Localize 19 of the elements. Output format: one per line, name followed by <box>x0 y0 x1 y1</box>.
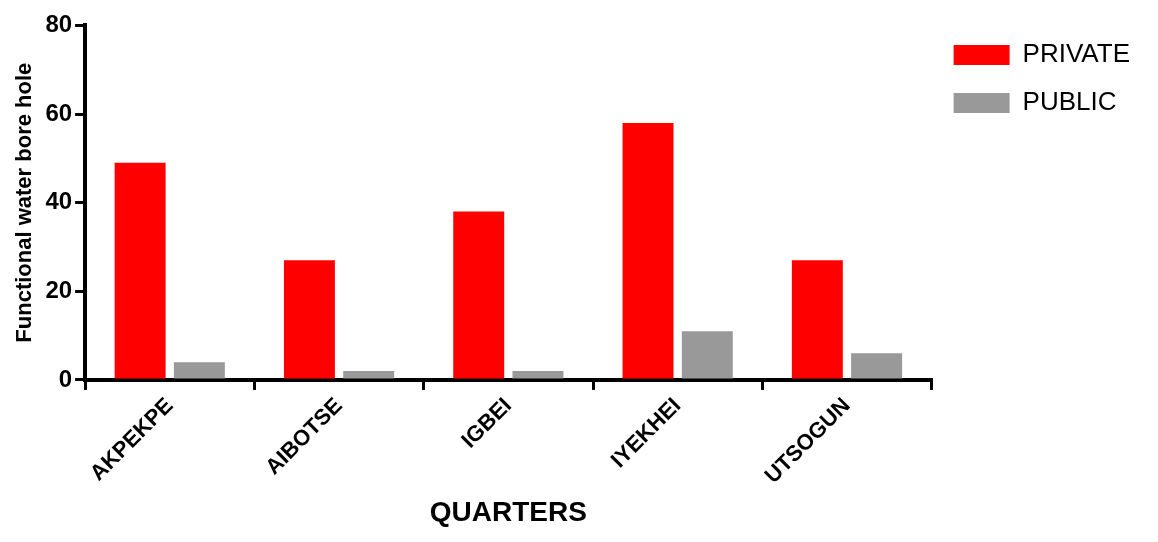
bar <box>453 211 505 379</box>
bar <box>512 371 564 379</box>
bar <box>681 331 733 379</box>
y-tick-label: 60 <box>45 98 73 126</box>
y-axis-title: Functional water bore hole <box>11 62 37 343</box>
bar <box>173 362 225 379</box>
x-axis-title: QUARTERS <box>429 495 587 527</box>
legend-label: PRIVATE <box>1022 38 1130 69</box>
legend-label: PUBLIC <box>1022 86 1117 117</box>
bar <box>622 122 674 379</box>
y-tick-label: 0 <box>58 364 73 392</box>
bar <box>283 260 335 379</box>
bar <box>114 162 166 379</box>
bar <box>851 353 903 379</box>
bar <box>343 371 395 379</box>
y-tick-label: 20 <box>45 275 73 303</box>
bar <box>791 260 843 379</box>
y-tick-label: 80 <box>45 10 73 38</box>
y-tick-label: 40 <box>45 187 73 215</box>
